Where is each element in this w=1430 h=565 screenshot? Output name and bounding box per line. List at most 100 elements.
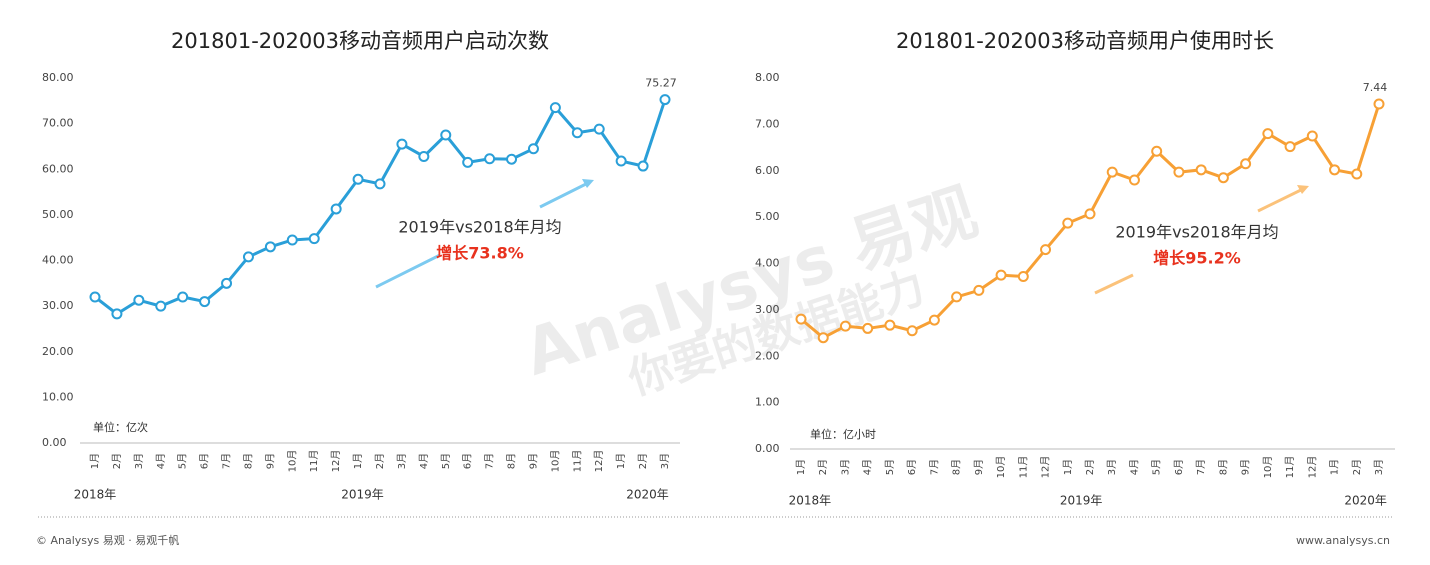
x-tick-label: 1月 bbox=[352, 453, 364, 469]
x-tick-label: 12月 bbox=[1040, 456, 1052, 479]
data-point bbox=[527, 143, 539, 155]
data-point bbox=[330, 203, 342, 215]
data-point bbox=[484, 153, 496, 165]
year-label: 2020年 bbox=[1344, 494, 1387, 508]
y-tick-label: 0.00 bbox=[42, 436, 67, 449]
x-tick-label: 8月 bbox=[242, 453, 254, 469]
x-tick-label: 1月 bbox=[795, 459, 807, 475]
data-point bbox=[928, 314, 940, 326]
trend-arrow bbox=[375, 253, 441, 289]
x-tick-label: 2月 bbox=[1084, 459, 1096, 475]
watermark: Analysys 易观 你要的数据能力 bbox=[516, 175, 986, 405]
data-point bbox=[199, 296, 211, 308]
x-tick-label: 4月 bbox=[1128, 459, 1140, 475]
footer-right: www.analysys.cn bbox=[1296, 534, 1390, 547]
x-tick-label: 1月 bbox=[1329, 459, 1341, 475]
year-label: 2018年 bbox=[74, 488, 117, 502]
chart-title: 201801-202003移动音频用户使用时长 bbox=[896, 29, 1274, 53]
data-point bbox=[440, 129, 452, 141]
x-tick-label: 7月 bbox=[221, 453, 233, 469]
x-tick-label: 2月 bbox=[637, 453, 649, 469]
annotation-highlight: 增长95.2% bbox=[1153, 249, 1241, 268]
x-tick-label: 2月 bbox=[111, 453, 123, 469]
x-tick-label: 11月 bbox=[1017, 456, 1029, 479]
footer-left: © Analysys 易观 · 易观千帆 bbox=[36, 533, 179, 547]
annotation: 2019年vs2018年月均 bbox=[398, 218, 561, 237]
x-tick-label: 6月 bbox=[462, 453, 474, 469]
unit-label: 单位：亿小时 bbox=[810, 427, 876, 441]
data-point bbox=[1240, 158, 1252, 170]
data-point bbox=[1217, 172, 1229, 184]
year-label: 2020年 bbox=[626, 488, 669, 502]
data-point bbox=[549, 102, 561, 114]
data-point bbox=[418, 150, 430, 162]
data-point bbox=[795, 313, 807, 325]
x-tick-label: 1月 bbox=[1062, 459, 1074, 475]
x-tick-label: 9月 bbox=[973, 459, 985, 475]
x-tick-label: 4月 bbox=[418, 453, 430, 469]
data-point bbox=[1306, 130, 1318, 142]
x-tick-label: 6月 bbox=[1173, 459, 1185, 475]
y-tick-label: 30.00 bbox=[42, 299, 74, 312]
data-point bbox=[1017, 270, 1029, 282]
data-point bbox=[637, 160, 649, 172]
annotation: 2019年vs2018年月均 bbox=[1115, 223, 1278, 242]
y-tick-label: 5.00 bbox=[755, 210, 780, 223]
x-tick-label: 3月 bbox=[659, 453, 671, 469]
data-point bbox=[906, 325, 918, 337]
x-tick-label: 7月 bbox=[928, 459, 940, 475]
year-label: 2019年 bbox=[341, 488, 384, 502]
x-tick-label: 3月 bbox=[1373, 459, 1385, 475]
x-tick-label: 2月 bbox=[374, 453, 386, 469]
x-tick-label: 12月 bbox=[1306, 456, 1318, 479]
data-point bbox=[1084, 208, 1096, 220]
trend-arrow bbox=[1257, 186, 1306, 213]
data-point bbox=[839, 320, 851, 332]
x-tick-label: 5月 bbox=[884, 459, 896, 475]
data-point bbox=[506, 153, 518, 165]
y-tick-label: 10.00 bbox=[42, 390, 74, 403]
data-point bbox=[374, 178, 386, 190]
data-point bbox=[1062, 217, 1074, 229]
x-tick-label: 10月 bbox=[1262, 456, 1274, 479]
y-tick-label: 50.00 bbox=[42, 208, 74, 221]
data-point bbox=[951, 291, 963, 303]
x-tick-label: 1月 bbox=[89, 453, 101, 469]
data-label: 7.44 bbox=[1363, 81, 1388, 94]
x-tick-label: 4月 bbox=[155, 453, 167, 469]
data-point bbox=[659, 94, 671, 106]
data-point bbox=[1151, 145, 1163, 157]
data-point bbox=[1351, 168, 1363, 180]
y-tick-label: 2.00 bbox=[755, 349, 780, 362]
x-tick-label: 9月 bbox=[527, 453, 539, 469]
data-point bbox=[221, 277, 233, 289]
x-tick-label: 5月 bbox=[177, 453, 189, 469]
data-point bbox=[396, 138, 408, 150]
chart-title: 201801-202003移动音频用户启动次数 bbox=[171, 29, 549, 53]
data-point bbox=[571, 127, 583, 139]
year-label: 2019年 bbox=[1060, 494, 1103, 508]
trend-arrow bbox=[1094, 273, 1134, 295]
data-point bbox=[1373, 98, 1385, 110]
data-point bbox=[155, 300, 167, 312]
y-tick-label: 60.00 bbox=[42, 162, 74, 175]
data-point bbox=[862, 322, 874, 334]
data-point bbox=[615, 155, 627, 167]
data-point bbox=[817, 332, 829, 344]
x-tick-label: 8月 bbox=[506, 453, 518, 469]
y-tick-label: 80.00 bbox=[42, 71, 74, 84]
x-tick-label: 11月 bbox=[308, 450, 320, 473]
y-tick-label: 7.00 bbox=[755, 117, 780, 130]
y-tick-label: 8.00 bbox=[755, 71, 780, 84]
x-tick-label: 4月 bbox=[862, 459, 874, 475]
y-tick-label: 4.00 bbox=[755, 257, 780, 270]
data-point bbox=[884, 319, 896, 331]
data-point bbox=[89, 291, 101, 303]
data-point bbox=[1284, 141, 1296, 153]
x-tick-label: 8月 bbox=[1217, 459, 1229, 475]
x-tick-label: 10月 bbox=[995, 456, 1007, 479]
x-tick-label: 7月 bbox=[484, 453, 496, 469]
x-tick-label: 3月 bbox=[133, 453, 145, 469]
data-point bbox=[1040, 244, 1052, 256]
